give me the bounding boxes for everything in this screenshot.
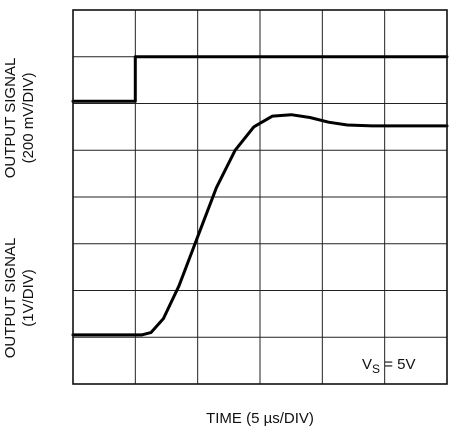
grid	[73, 10, 447, 384]
x-axis-label: TIME (5 µs/DIV)	[206, 410, 314, 427]
annotation-main: V	[362, 356, 372, 373]
y-axis-label-bottom: OUTPUT SIGNAL	[2, 238, 19, 359]
annotation-rest: = 5V	[380, 356, 415, 373]
supply-annotation: VS = 5V	[362, 356, 415, 376]
y-axis-label-top: OUTPUT SIGNAL	[2, 58, 19, 179]
annotation-subscript: S	[372, 362, 380, 376]
y-axis-label-bottom-scale: (1V/DIV)	[20, 269, 37, 327]
trace-bottom	[71, 113, 449, 337]
y-axis-label-top-scale: (200 mV/DIV)	[20, 73, 37, 164]
plot-frame	[72, 9, 448, 385]
traces	[71, 55, 449, 337]
trace-top	[71, 55, 449, 103]
